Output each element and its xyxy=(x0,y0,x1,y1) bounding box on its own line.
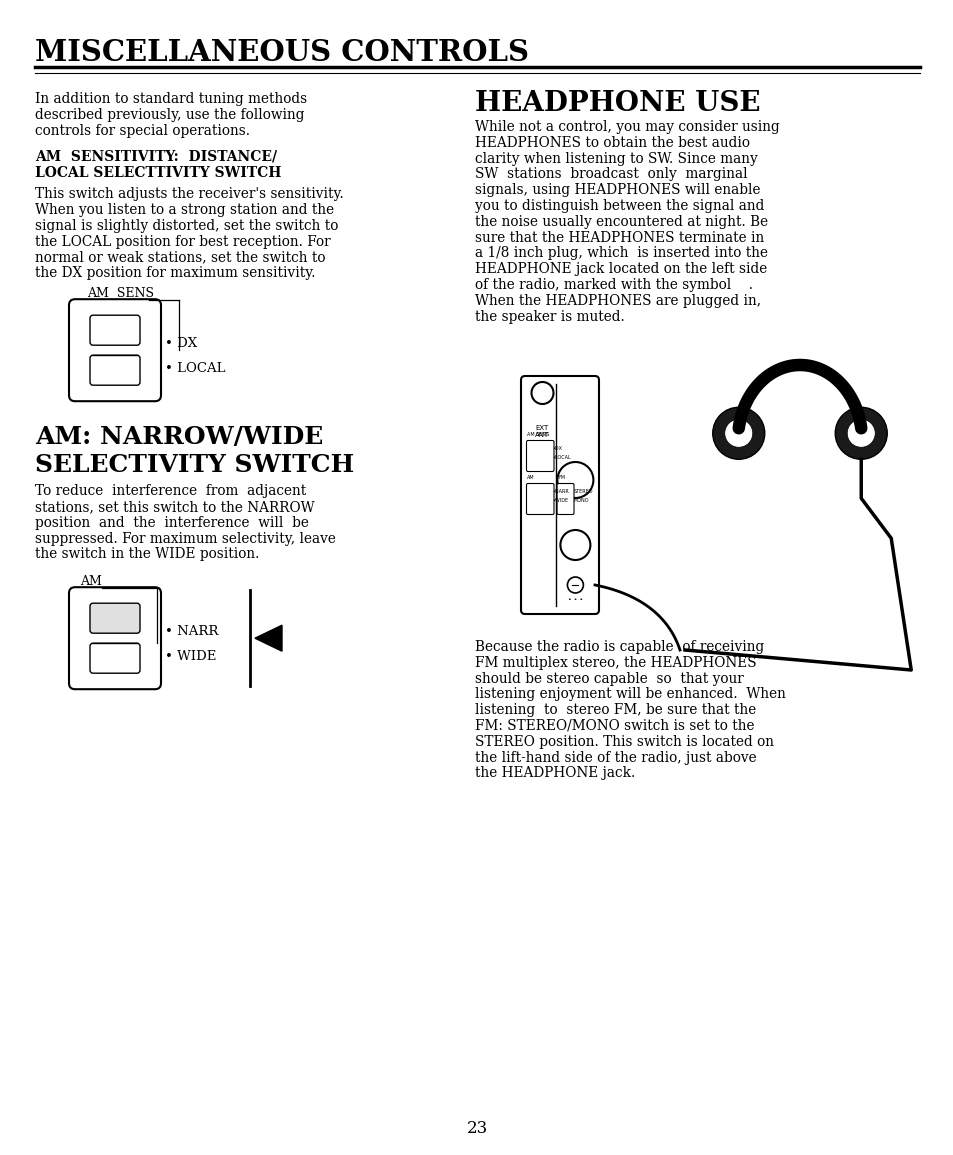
Text: SW  stations  broadcast  only  marginal: SW stations broadcast only marginal xyxy=(475,167,747,181)
Text: clarity when listening to SW. Since many: clarity when listening to SW. Since many xyxy=(475,151,757,165)
Text: AM SENS: AM SENS xyxy=(526,432,549,437)
FancyBboxPatch shape xyxy=(520,377,598,614)
FancyBboxPatch shape xyxy=(69,587,161,690)
Text: • LOCAL: • LOCAL xyxy=(165,362,225,374)
Circle shape xyxy=(712,408,764,460)
Text: controls for special operations.: controls for special operations. xyxy=(35,124,250,137)
FancyBboxPatch shape xyxy=(69,299,161,401)
Text: normal or weak stations, set the switch to: normal or weak stations, set the switch … xyxy=(35,251,325,264)
Text: the HEADPHONE jack.: the HEADPHONE jack. xyxy=(475,767,635,781)
Text: the switch in the WIDE position.: the switch in the WIDE position. xyxy=(35,547,259,561)
Text: a 1/8 inch plug, which  is inserted into the: a 1/8 inch plug, which is inserted into … xyxy=(475,246,767,260)
Circle shape xyxy=(835,408,886,460)
Text: you to distinguish between the signal and: you to distinguish between the signal an… xyxy=(475,199,763,213)
FancyBboxPatch shape xyxy=(526,484,554,514)
FancyBboxPatch shape xyxy=(90,356,140,386)
Text: described previously, use the following: described previously, use the following xyxy=(35,107,304,121)
Text: HEADPHONES to obtain the best audio: HEADPHONES to obtain the best audio xyxy=(475,136,749,150)
Text: To reduce  interference  from  adjacent: To reduce interference from adjacent xyxy=(35,484,306,498)
Text: While not a control, you may consider using: While not a control, you may consider us… xyxy=(475,120,779,134)
Text: Because the radio is capable  of receiving: Because the radio is capable of receivin… xyxy=(475,640,763,654)
Text: LOCAL SELECTTIVITY SWITCH: LOCAL SELECTTIVITY SWITCH xyxy=(35,166,281,180)
Text: STEREO: STEREO xyxy=(573,489,593,494)
FancyBboxPatch shape xyxy=(526,440,554,471)
Text: This switch adjusts the receiver's sensitivity.: This switch adjusts the receiver's sensi… xyxy=(35,187,343,201)
Text: • NARR: • NARR xyxy=(165,625,218,638)
Text: position  and  the  interference  will  be: position and the interference will be xyxy=(35,516,309,530)
Text: HEADPHONE jack located on the left side: HEADPHONE jack located on the left side xyxy=(475,262,766,276)
Text: FM: FM xyxy=(558,475,565,480)
Text: EXT
ANT: EXT ANT xyxy=(535,425,549,438)
Text: In addition to standard tuning methods: In addition to standard tuning methods xyxy=(35,92,307,106)
Text: AM  SENS: AM SENS xyxy=(87,288,153,300)
Text: • • •: • • • xyxy=(567,597,582,602)
Text: the lift-hand side of the radio, just above: the lift-hand side of the radio, just ab… xyxy=(475,751,756,765)
Text: signals, using HEADPHONES will enable: signals, using HEADPHONES will enable xyxy=(475,184,760,198)
Text: should be stereo capable  so  that your: should be stereo capable so that your xyxy=(475,671,743,686)
Circle shape xyxy=(724,419,752,447)
Text: FM multiplex stereo, the HEADPHONES: FM multiplex stereo, the HEADPHONES xyxy=(475,656,756,670)
Text: AM: AM xyxy=(526,475,534,480)
Text: 23: 23 xyxy=(466,1120,487,1137)
Text: • WIDE: • WIDE xyxy=(165,650,216,663)
Circle shape xyxy=(846,419,874,447)
FancyBboxPatch shape xyxy=(557,484,574,514)
FancyBboxPatch shape xyxy=(90,603,140,633)
Text: HEADPHONE USE: HEADPHONE USE xyxy=(475,90,760,117)
Text: listening enjoyment will be enhanced.  When: listening enjoyment will be enhanced. Wh… xyxy=(475,687,785,701)
Text: • DX: • DX xyxy=(165,337,197,350)
Text: SELECTIVITY SWITCH: SELECTIVITY SWITCH xyxy=(35,453,354,477)
Text: signal is slightly distorted, set the switch to: signal is slightly distorted, set the sw… xyxy=(35,219,338,233)
Text: sure that the HEADPHONES terminate in: sure that the HEADPHONES terminate in xyxy=(475,231,763,245)
Text: •NARR: •NARR xyxy=(552,489,569,494)
Polygon shape xyxy=(254,625,282,651)
Text: •LOCAL: •LOCAL xyxy=(552,455,571,460)
Text: the LOCAL position for best reception. For: the LOCAL position for best reception. F… xyxy=(35,234,331,248)
Text: STEREO position. This switch is located on: STEREO position. This switch is located … xyxy=(475,735,773,748)
Text: AM: AM xyxy=(80,575,102,588)
FancyBboxPatch shape xyxy=(90,315,140,345)
Text: •DX: •DX xyxy=(552,446,562,450)
Text: MONO: MONO xyxy=(573,498,588,502)
Text: listening  to  stereo FM, be sure that the: listening to stereo FM, be sure that the xyxy=(475,703,756,717)
Text: MISCELLANEOUS CONTROLS: MISCELLANEOUS CONTROLS xyxy=(35,38,529,67)
Text: When the HEADPHONES are plugged in,: When the HEADPHONES are plugged in, xyxy=(475,293,760,307)
Text: •WIDE: •WIDE xyxy=(552,498,568,502)
Text: the DX position for maximum sensitivity.: the DX position for maximum sensitivity. xyxy=(35,267,315,281)
Text: FM: STEREO/MONO switch is set to the: FM: STEREO/MONO switch is set to the xyxy=(475,720,754,733)
Text: AM  SENSITIVITY:  DISTANCE/: AM SENSITIVITY: DISTANCE/ xyxy=(35,149,276,163)
Text: suppressed. For maximum selectivity, leave: suppressed. For maximum selectivity, lea… xyxy=(35,531,335,545)
FancyBboxPatch shape xyxy=(90,643,140,673)
Text: stations, set this switch to the NARROW: stations, set this switch to the NARROW xyxy=(35,500,314,514)
Text: the noise usually encountered at night. Be: the noise usually encountered at night. … xyxy=(475,215,767,229)
Text: AM: NARROW/WIDE: AM: NARROW/WIDE xyxy=(35,425,323,449)
Text: of the radio, marked with the symbol    .: of the radio, marked with the symbol . xyxy=(475,278,752,292)
Text: the speaker is muted.: the speaker is muted. xyxy=(475,310,624,323)
Text: When you listen to a strong station and the: When you listen to a strong station and … xyxy=(35,203,334,217)
